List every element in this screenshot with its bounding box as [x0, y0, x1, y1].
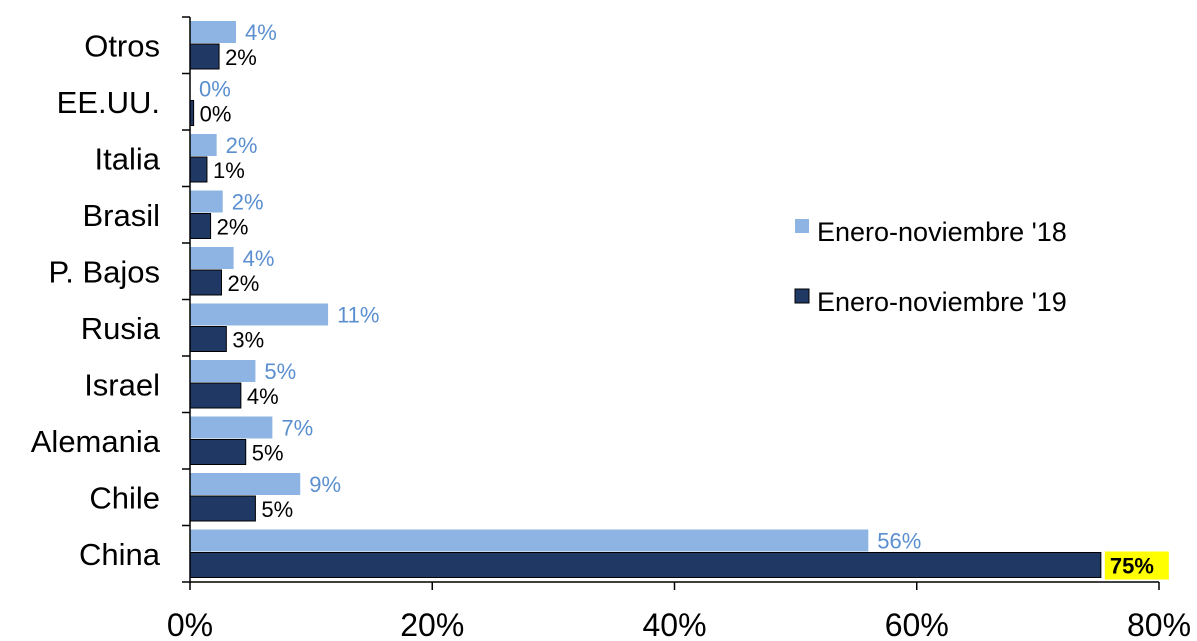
x-tick-label: 60%: [885, 607, 949, 641]
category-label-chile: Chile: [89, 480, 160, 515]
category-label-israel: Israel: [84, 367, 160, 402]
bar-2018-p-bajos: [190, 247, 234, 269]
x-tick-label: 0%: [167, 607, 213, 641]
legend-swatch-2018: [795, 219, 809, 233]
value-label-2019-rusia: 3%: [232, 328, 264, 353]
value-label-2018-china: 56%: [877, 529, 921, 554]
bar-2019-p-bajos: [189, 269, 222, 296]
x-tick-label: 80%: [1127, 607, 1191, 641]
category-label-china: China: [79, 537, 161, 572]
bar-2019-israel: [189, 382, 242, 409]
bar-2019-china: [189, 552, 1102, 578]
value-label-2019-chile: 5%: [261, 497, 293, 522]
bar-2018-china: [190, 529, 869, 552]
bar-2018-rusia: [190, 303, 329, 326]
bar-2019-brasil: [189, 213, 212, 239]
value-labels: 4%2%0%0%2%1%2%2%4%2%11%3%5%4%7%5%9%5%56%…: [199, 20, 1169, 580]
bar-2019-alemania: [189, 439, 247, 465]
value-label-2018-rusia: 11%: [337, 303, 379, 328]
bar-2019-rusia: [189, 326, 227, 352]
category-label-alemania: Alemania: [31, 424, 161, 459]
value-label-2018-israel: 5%: [264, 359, 296, 384]
bar-2018-israel: [190, 360, 256, 382]
value-label-2019-israel: 4%: [247, 384, 279, 409]
value-label-2018-p-bajos: 4%: [243, 246, 275, 271]
value-label-2019-otros: 2%: [225, 45, 257, 70]
value-label-2018-ee-uu: 0%: [199, 77, 231, 102]
x-tick-label: 20%: [400, 607, 464, 641]
legend-label-2018: Enero-noviembre '18: [817, 217, 1067, 247]
value-label-2019-china: 75%: [1110, 554, 1154, 579]
highlight-box-china: [1104, 551, 1169, 580]
value-label-2019-brasil: 2%: [217, 215, 249, 240]
category-label-brasil: Brasil: [82, 198, 160, 233]
value-label-2018-brasil: 2%: [232, 190, 264, 215]
category-label-rusia: Rusia: [81, 311, 161, 346]
value-label-2019-ee-uu: 0%: [200, 102, 232, 127]
bars-layer: [189, 21, 1102, 578]
bar-2019-otros: [189, 43, 220, 70]
bar-2018-brasil: [190, 190, 223, 213]
legend-label-2019: Enero-noviembre '19: [817, 287, 1067, 317]
bar-2018-alemania: [190, 416, 273, 439]
bar-2018-chile: [190, 473, 301, 495]
category-label-ee-uu: EE.UU.: [57, 85, 160, 120]
category-label-italia: Italia: [95, 141, 161, 176]
bar-2019-chile: [189, 495, 256, 522]
value-label-2019-alemania: 5%: [252, 441, 284, 466]
bar-2018-otros: [190, 21, 237, 43]
category-label-otros: Otros: [84, 28, 160, 63]
legend: Enero-noviembre '18 Enero-noviembre '19: [794, 217, 1067, 317]
value-label-2018-italia: 2%: [226, 133, 258, 158]
value-label-2018-chile: 9%: [309, 472, 341, 497]
category-label-p-bajos: P. Bajos: [49, 254, 160, 289]
value-label-2019-italia: 1%: [213, 158, 245, 183]
value-label-2018-alemania: 7%: [281, 416, 313, 441]
bar-2019-italia: [189, 156, 208, 183]
category-labels: Otros EE.UU. Italia Brasil P. Bajos Rusia Isra…: [31, 28, 161, 572]
axes: 0% 20% 40% 60% 80%: [167, 16, 1191, 641]
value-label-2018-otros: 4%: [245, 20, 277, 45]
x-tick-label: 40%: [642, 607, 706, 641]
bar-2018-italia: [190, 134, 217, 156]
value-label-2019-p-bajos: 2%: [227, 271, 259, 296]
legend-swatch-2019: [794, 288, 810, 304]
